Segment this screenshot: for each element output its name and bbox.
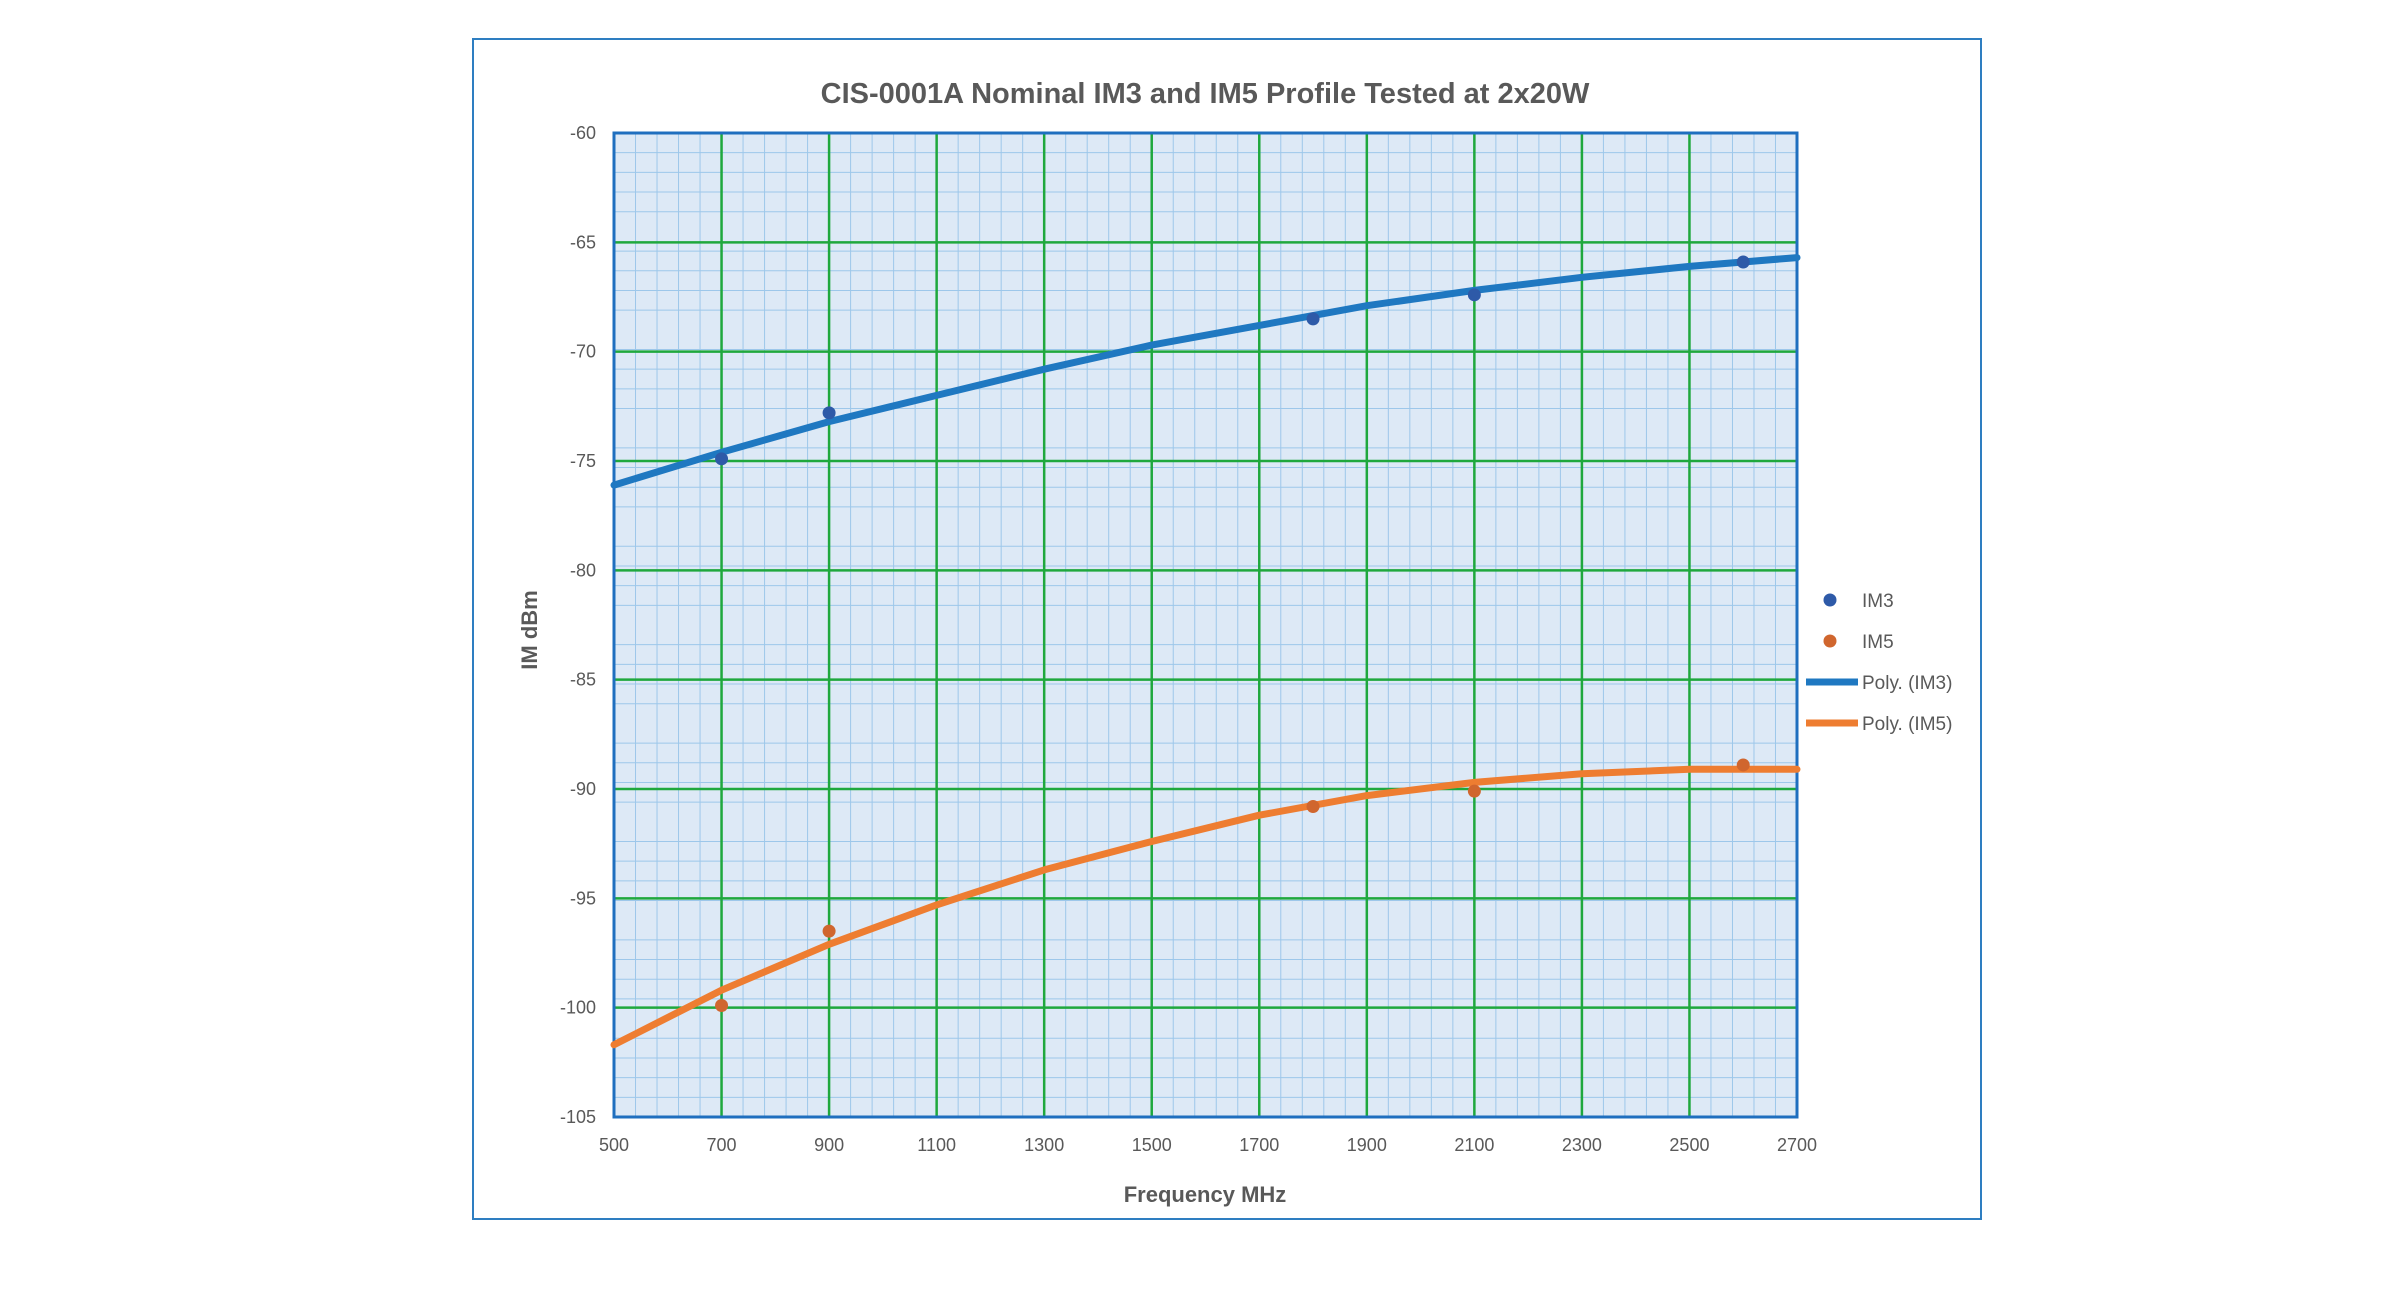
x-tick-label: 2300 [1562, 1135, 1602, 1155]
y-tick-label: -95 [570, 888, 596, 908]
y-tick-label: -70 [570, 342, 596, 362]
x-tick-label: 500 [599, 1135, 629, 1155]
x-tick-label: 700 [707, 1135, 737, 1155]
data-point-im3 [822, 406, 836, 420]
y-tick-label: -90 [570, 779, 596, 799]
x-tick-label: 1300 [1024, 1135, 1064, 1155]
x-axis-title: Frequency MHz [1124, 1182, 1287, 1207]
trendline-poly-im3 [610, 254, 1801, 489]
x-tick-label: 2100 [1454, 1135, 1494, 1155]
plot-background [614, 133, 1797, 1117]
legend-marker-im5 [1823, 634, 1837, 648]
data-point-im3 [1736, 255, 1750, 269]
data-point-im5 [1467, 784, 1481, 798]
data-point-im5 [1306, 799, 1320, 813]
data-point-im3 [715, 452, 729, 466]
y-axis-title: IM dBm [517, 590, 542, 669]
y-tick-label: -105 [560, 1107, 596, 1127]
y-tick-label: -60 [570, 123, 596, 143]
legend-label: IM5 [1862, 632, 1894, 653]
data-point-im5 [1736, 758, 1750, 772]
legend-label: IM3 [1862, 591, 1894, 612]
data-point-im5 [715, 998, 729, 1012]
x-tick-label: 1100 [917, 1135, 956, 1155]
y-tick-label: -100 [560, 998, 596, 1018]
legend-label: Poly. (IM3) [1862, 673, 1952, 694]
y-tick-label: -85 [570, 670, 596, 690]
y-tick-label: -80 [570, 560, 596, 580]
legend: IM3 IM5 Poly. (IM3) Poly. (IM5) [1806, 591, 1952, 735]
legend-marker-im3 [1823, 593, 1837, 607]
legend-label: Poly. (IM5) [1862, 714, 1952, 735]
chart-title: CIS-0001A Nominal IM3 and IM5 Profile Te… [821, 78, 1590, 110]
y-tick-label: -65 [570, 232, 596, 252]
plot-border [612, 131, 1799, 1119]
x-tick-label: 1700 [1239, 1135, 1279, 1155]
y-tick-label: -75 [570, 451, 596, 471]
x-tick-label: 1900 [1347, 1135, 1387, 1155]
plot-area: 500 700 900 1100 1300 1500 1700 1900 2100 2300 250… [560, 123, 1817, 1155]
x-tick-label: 2700 [1777, 1135, 1817, 1155]
x-tick-label: 2500 [1669, 1135, 1709, 1155]
data-point-im5 [822, 924, 836, 938]
trendline-poly-im5 [610, 765, 1801, 1049]
data-point-im3 [1467, 288, 1481, 302]
x-tick-label: 1500 [1132, 1135, 1172, 1155]
data-point-im3 [1306, 312, 1320, 326]
x-tick-label: 900 [814, 1135, 844, 1155]
